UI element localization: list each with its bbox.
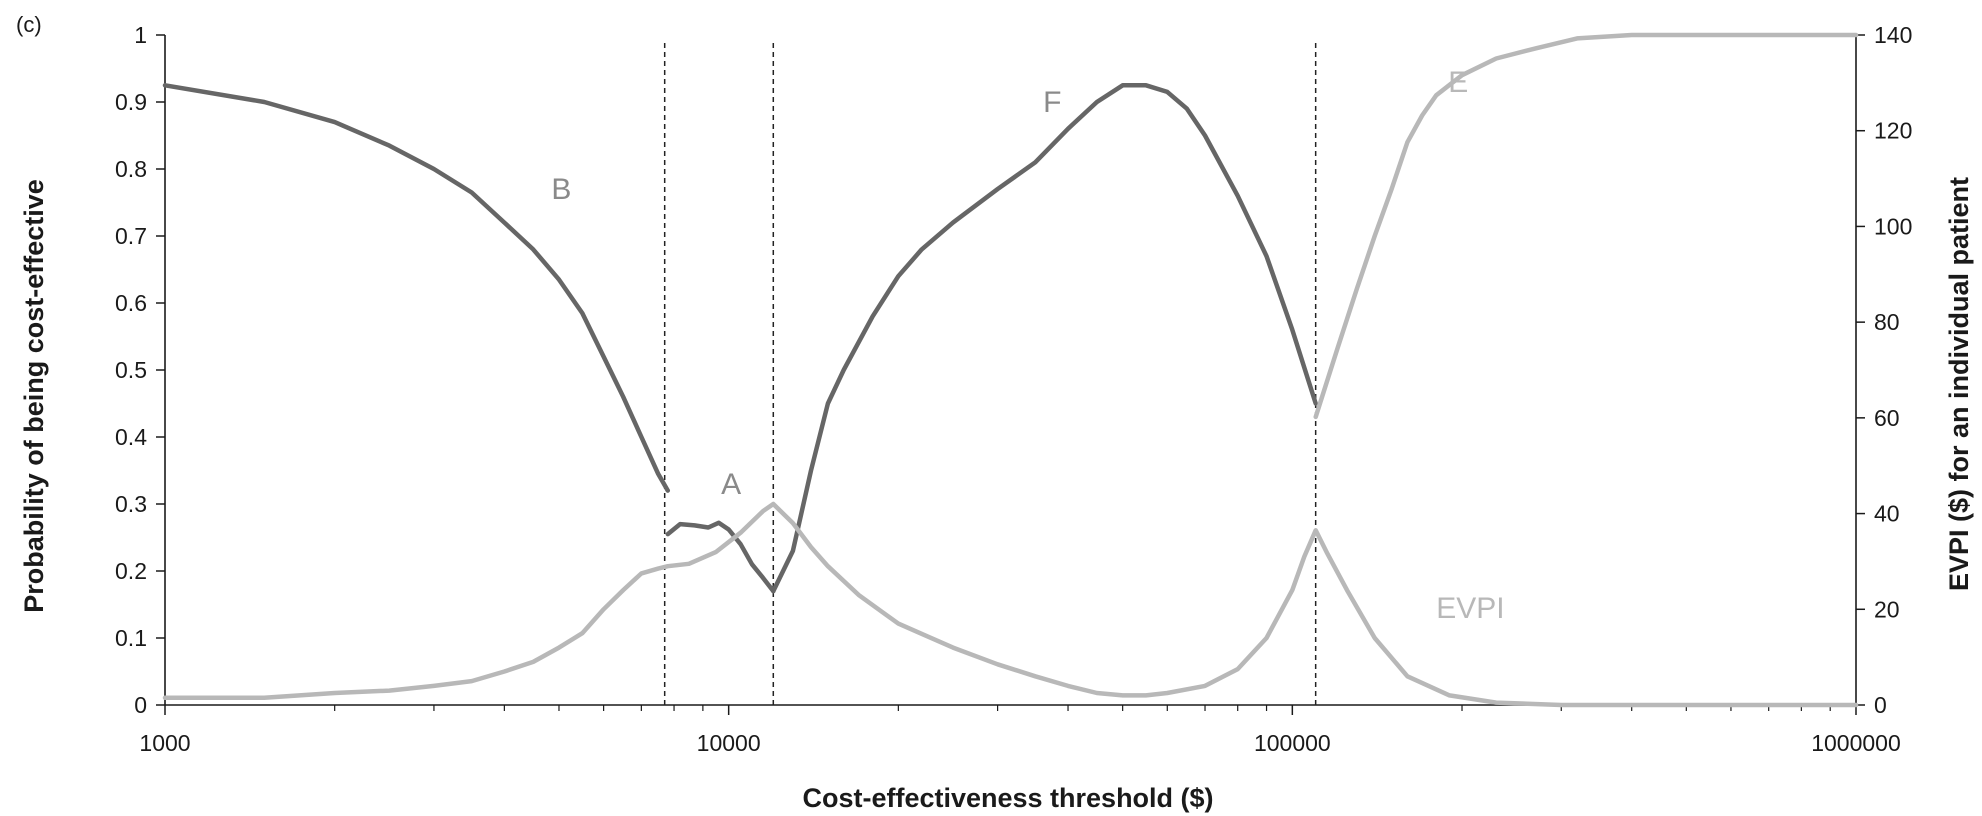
x-tick-label: 100000 <box>1254 730 1331 756</box>
y-tick-label: 0.2 <box>115 558 147 584</box>
y-right-tick-label: 60 <box>1874 405 1900 431</box>
plot-area: 0 0.1 0.2 0.3 0.4 0.5 0.6 0.7 0.8 0.9 1 0 20 40 60 80 10… <box>115 22 1912 756</box>
series-line-evpi <box>162 501 1859 708</box>
x-tick-label: 1000000 <box>1811 730 1901 756</box>
x-tick-label: 10000 <box>697 730 761 756</box>
y-right-tick-label: 40 <box>1874 501 1900 527</box>
y-right-tick-label: 140 <box>1874 22 1912 48</box>
series-line-e <box>1313 32 1859 420</box>
series-label-e: E <box>1448 66 1468 99</box>
panel-label: (c) <box>16 12 42 37</box>
y-tick-label: 1 <box>134 22 147 48</box>
y-tick-label: 0.5 <box>115 357 147 383</box>
series-line-f <box>771 83 1318 594</box>
y-right-tick-label: 80 <box>1874 309 1900 335</box>
series-label-a: A <box>721 468 741 501</box>
y-tick-label: 0.7 <box>115 223 147 249</box>
y-tick-label: 0.1 <box>115 625 147 651</box>
y-right-tick-label: 0 <box>1874 692 1887 718</box>
series-label-b: B <box>551 173 571 206</box>
y-tick-label: 0.4 <box>115 424 147 450</box>
y-right-tick-label: 100 <box>1874 213 1912 239</box>
series-label-evpi: EVPI <box>1436 592 1504 625</box>
y-tick-label: 0.8 <box>115 156 147 182</box>
y-right-tick-label: 120 <box>1874 118 1912 144</box>
x-tick-label: 1000 <box>139 730 190 756</box>
series-label-f: F <box>1043 86 1061 119</box>
y-right-tick-label: 20 <box>1874 596 1900 622</box>
y-axis-right-title: EVPI ($) for an individual patient <box>1944 177 1974 591</box>
series-line-b <box>162 83 671 493</box>
series-line-a <box>665 520 776 594</box>
y-tick-label: 0.9 <box>115 89 147 115</box>
y-tick-label: 0.6 <box>115 290 147 316</box>
y-tick-label: 0 <box>134 692 147 718</box>
y-axis-title: Probability of being cost-effective <box>19 179 49 613</box>
y-tick-label: 0.3 <box>115 491 147 517</box>
x-axis-title: Cost-effectiveness threshold ($) <box>802 783 1213 813</box>
